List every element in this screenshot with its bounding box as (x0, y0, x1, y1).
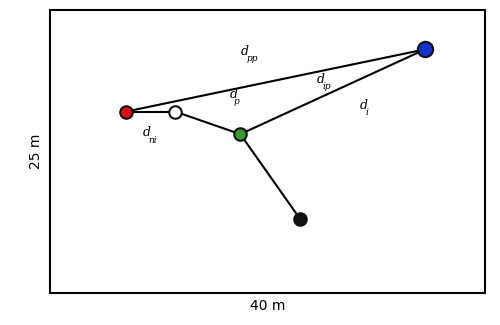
Text: pp: pp (246, 54, 258, 63)
Text: i: i (366, 109, 369, 118)
Text: d: d (230, 88, 237, 101)
Text: ni: ni (148, 136, 157, 145)
X-axis label: 40 m: 40 m (250, 299, 285, 313)
Text: ip: ip (322, 83, 331, 91)
Text: p: p (234, 97, 239, 106)
Y-axis label: 25 m: 25 m (29, 134, 43, 169)
Text: d: d (240, 45, 248, 58)
Text: d: d (360, 99, 368, 112)
Text: d: d (142, 126, 150, 139)
Text: d: d (316, 73, 324, 86)
